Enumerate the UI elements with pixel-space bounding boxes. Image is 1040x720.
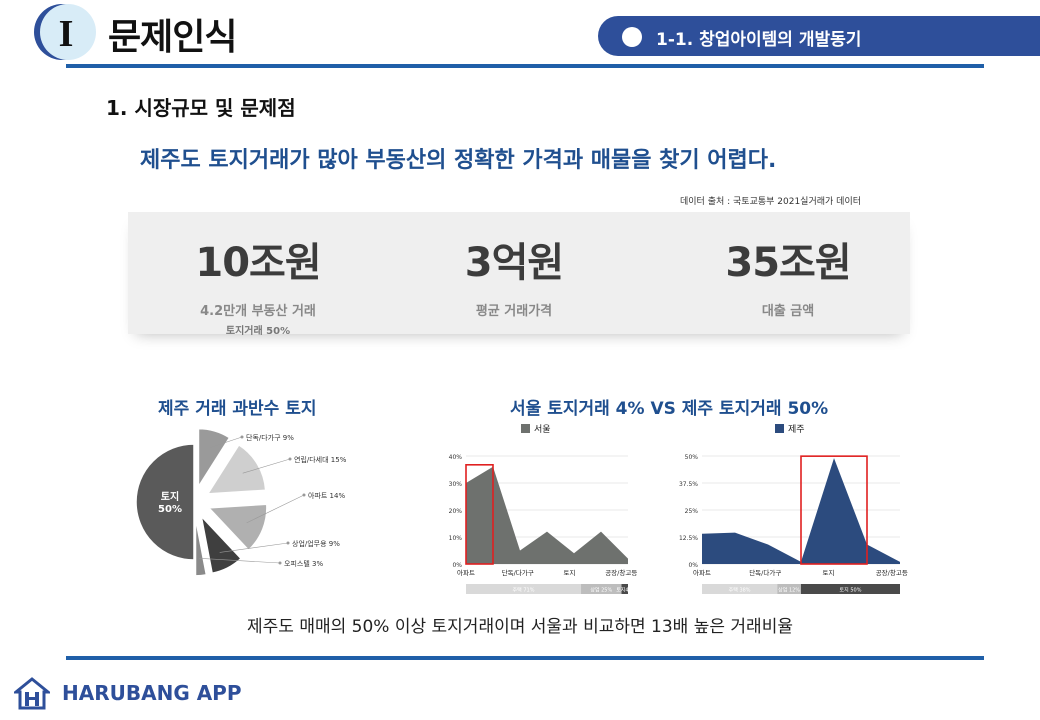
x-tick-label: 토지 bbox=[823, 568, 835, 577]
x-tick-label: 단독/다가구 bbox=[502, 568, 534, 577]
pie-leader-line bbox=[199, 558, 281, 564]
pie-slice-label: 연립/다세대 15% bbox=[294, 455, 347, 464]
x-tick-label: 공장/창고등 bbox=[605, 568, 637, 577]
stat-loan-amount: 35조원 대출 금액 bbox=[688, 230, 888, 319]
app-logo-text: HARUBANG APP bbox=[62, 681, 242, 705]
y-tick-label: 30% bbox=[449, 481, 463, 488]
x-tick-label: 토지 bbox=[564, 568, 576, 577]
page-title: 문제인식 bbox=[108, 17, 237, 58]
pie-slice bbox=[194, 517, 208, 576]
y-tick-label: 0% bbox=[688, 562, 698, 569]
pie-slice bbox=[207, 503, 268, 552]
stat-transaction-volume: 10조원 4.2만개 부동산 거래 토지거래 50% bbox=[148, 230, 368, 337]
composition-label: 주택 38% bbox=[729, 587, 751, 594]
pie-slice-label: 아파트 14% bbox=[308, 491, 345, 500]
composition-band bbox=[581, 584, 622, 594]
y-tick-label: 37.5% bbox=[679, 481, 698, 488]
pie-slice bbox=[197, 427, 231, 490]
composition-band bbox=[801, 584, 900, 594]
area-series bbox=[466, 466, 628, 564]
stat-label: 4.2만개 부동산 거래 bbox=[200, 304, 316, 319]
stat-value: 35조원 bbox=[725, 240, 851, 286]
legend-label: 서울 bbox=[534, 424, 551, 435]
bottom-divider bbox=[66, 656, 984, 660]
composition-label: 토지 50% bbox=[840, 587, 862, 594]
section-label: 1-1. 창업아이템의 개발동기 bbox=[656, 30, 862, 50]
top-divider bbox=[66, 64, 984, 68]
x-tick-label: 아파트 bbox=[457, 568, 475, 577]
pie-leader-dot bbox=[286, 541, 290, 545]
composition-band bbox=[702, 584, 778, 594]
data-source-note: 데이터 출처 : 국토교통부 2021실거래가 데이터 bbox=[680, 197, 862, 207]
stat-value: 10조원 bbox=[195, 240, 321, 286]
legend-swatch bbox=[775, 424, 784, 433]
pie-slice-label: 토지 bbox=[161, 490, 179, 503]
pie-leader-line bbox=[219, 542, 289, 553]
y-tick-label: 10% bbox=[449, 535, 463, 542]
pie-chart-title: 제주 거래 과반수 토지 bbox=[158, 399, 317, 419]
pie-leader-line bbox=[246, 494, 305, 524]
pie-slice-label: 오피스텔 3% bbox=[284, 559, 323, 568]
chart-caption: 제주도 매매의 50% 이상 토지거래이며 서울과 비교하면 13배 높은 거래… bbox=[247, 617, 793, 637]
composition-label: 상업 25% bbox=[590, 587, 612, 594]
composition-label: 주택 71% bbox=[513, 587, 535, 594]
jeju-area-chart: 제주 0% 12.5% 25% 37.5% 50% 아파트 단독/다가구 토지 공장/창고등주택 … bbox=[679, 424, 908, 594]
pie-leader-dot bbox=[288, 457, 292, 461]
bullet-icon bbox=[622, 27, 642, 47]
stat-average-price: 3억원 평균 거래가격 bbox=[414, 230, 614, 319]
composition-label: 토지4% bbox=[616, 587, 633, 594]
composition-band bbox=[621, 584, 628, 594]
stat-sublabel: 토지거래 50% bbox=[225, 326, 291, 337]
stat-value: 3억원 bbox=[464, 240, 564, 286]
y-tick-label: 50% bbox=[685, 454, 699, 461]
pie-slice bbox=[135, 443, 195, 561]
pie-slice-label: 단독/다가구 9% bbox=[246, 433, 294, 442]
area-series bbox=[702, 458, 900, 564]
section-indicator: 1-1. 창업아이템의 개발동기 bbox=[598, 16, 1040, 56]
highlight-box bbox=[465, 463, 494, 565]
y-tick-label: 20% bbox=[449, 508, 463, 515]
pie-slice bbox=[206, 443, 267, 495]
legend-label: 제주 bbox=[788, 424, 805, 435]
stat-label: 평균 거래가격 bbox=[475, 304, 553, 319]
pie-slice-label: 상업/업무용 9% bbox=[292, 539, 340, 548]
pie-leader-line bbox=[209, 436, 243, 448]
stats-panel: 10조원 4.2만개 부동산 거래 토지거래 50% 3억원 평균 거래가격 3… bbox=[128, 212, 910, 337]
y-tick-label: 12.5% bbox=[679, 535, 698, 542]
comparison-title: 서울 토지거래 4% VS 제주 토지거래 50% bbox=[510, 399, 829, 419]
y-tick-label: 40% bbox=[449, 454, 463, 461]
highlight-box bbox=[800, 455, 868, 565]
pie-leader-dot bbox=[302, 493, 306, 497]
section-number-badge: I bbox=[34, 4, 96, 60]
legend-swatch bbox=[521, 424, 530, 433]
roman-numeral: I bbox=[59, 13, 74, 55]
pie-leader-line bbox=[242, 458, 291, 474]
y-tick-label: 0% bbox=[452, 562, 462, 569]
x-tick-label: 아파트 bbox=[693, 568, 711, 577]
pie-slice-label: 50% bbox=[158, 504, 182, 515]
subheading: 1. 시장규모 및 문제점 bbox=[106, 96, 296, 120]
y-tick-label: 25% bbox=[685, 508, 699, 515]
pie-leader-dot bbox=[278, 561, 282, 565]
x-tick-label: 공장/창고등 bbox=[876, 568, 908, 577]
x-tick-label: 단독/다가구 bbox=[749, 568, 781, 577]
composition-band bbox=[777, 584, 801, 594]
stat-label: 대출 금액 bbox=[761, 304, 815, 319]
house-logo-icon bbox=[14, 677, 50, 710]
headline: 제주도 토지거래가 많아 부동산의 정확한 가격과 매물을 찾기 어렵다. bbox=[140, 148, 777, 173]
pie-leader-dot bbox=[240, 435, 244, 439]
composition-band bbox=[466, 584, 582, 594]
composition-label: 상업 12% bbox=[778, 587, 800, 594]
